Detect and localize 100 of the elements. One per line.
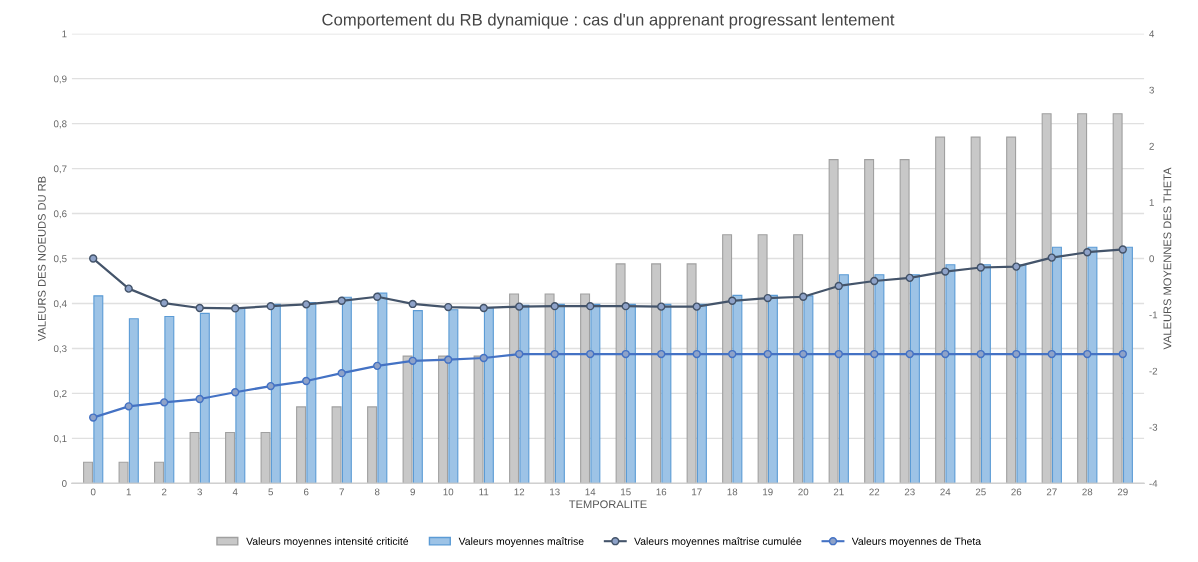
x-tick-label: 28 <box>1082 488 1093 496</box>
x-tick-label: 16 <box>656 488 667 496</box>
x-tick-label: 9 <box>410 488 415 496</box>
y2-tick-label: 1 <box>1149 199 1154 206</box>
point <box>657 302 666 311</box>
x-tick-label: 12 <box>514 488 525 496</box>
y-tick-label: 0,3 <box>53 345 67 354</box>
point <box>1047 349 1056 359</box>
point <box>160 298 169 308</box>
x-tick-label: 25 <box>975 488 986 496</box>
x-tick-label: 18 <box>727 488 738 496</box>
x-tick-label: 27 <box>1046 488 1057 496</box>
point <box>621 349 630 359</box>
point <box>1083 248 1092 257</box>
x-tick-label: 2 <box>161 488 167 496</box>
bar <box>874 274 885 484</box>
point <box>1083 349 1092 359</box>
bar <box>767 294 778 484</box>
bar <box>661 303 672 484</box>
point <box>728 296 737 305</box>
x-tick-label: 13 <box>550 488 560 496</box>
bar <box>93 295 104 484</box>
y2-tick-label: -1 <box>1149 311 1158 319</box>
x-tick-label: 8 <box>374 488 380 496</box>
point <box>1118 245 1127 254</box>
point <box>763 293 772 303</box>
y-tick-label: 0,6 <box>53 210 67 219</box>
legend-label: Valeurs moyennes intensité criticité <box>246 537 409 548</box>
x-tick-label: 19 <box>763 488 773 496</box>
point <box>799 349 808 359</box>
point <box>337 369 346 378</box>
y2-axis-title: VALEURS MOYENNES DES THETA <box>1163 167 1172 350</box>
point <box>515 302 524 311</box>
point <box>195 303 204 313</box>
y2-tick-label: -4 <box>1149 480 1158 487</box>
bar <box>590 303 601 484</box>
point <box>692 349 701 359</box>
x-tick-label: 24 <box>940 488 951 496</box>
point <box>479 353 488 363</box>
bar <box>448 309 459 484</box>
bar <box>1122 246 1133 484</box>
point <box>1012 349 1021 359</box>
point <box>479 303 488 313</box>
x-tick-label: 20 <box>798 488 809 496</box>
point <box>302 300 311 309</box>
bar <box>1016 264 1027 484</box>
y-tick-label: 0,1 <box>53 435 67 444</box>
bar <box>803 295 814 484</box>
y-tick-label: 0,4 <box>53 300 67 309</box>
point <box>1047 253 1056 262</box>
x-tick-label: 1 <box>126 488 131 496</box>
point <box>692 302 701 311</box>
point <box>586 302 595 311</box>
y-tick-label: 0,8 <box>53 120 67 129</box>
legend-label: Valeurs moyennes maîtrise cumulée <box>634 537 802 548</box>
bar <box>412 310 423 484</box>
bar <box>128 318 139 484</box>
bar <box>306 302 317 484</box>
bar <box>732 294 743 484</box>
y2-tick-label: 4 <box>1149 30 1155 38</box>
point <box>1012 262 1021 271</box>
x-tick-label: 22 <box>869 488 880 496</box>
bar <box>377 292 388 484</box>
bar <box>625 303 636 484</box>
point <box>550 302 559 311</box>
chart-title: Comportement du RB dynamique : cas d'un apprenant progressant lentement <box>322 13 895 29</box>
y-axis-title: VALEURS DES NOEUDS DU RB <box>37 176 46 342</box>
y-tick-label: 1 <box>62 30 67 38</box>
point <box>231 388 240 397</box>
point <box>124 284 133 293</box>
bar <box>980 264 991 484</box>
point <box>89 254 98 263</box>
point <box>763 349 772 359</box>
point <box>444 355 453 364</box>
y2-tick-label: -3 <box>1149 423 1158 431</box>
bar <box>199 312 210 484</box>
bar <box>341 296 352 484</box>
point <box>302 376 311 386</box>
point <box>160 398 169 407</box>
point <box>231 304 240 313</box>
bar <box>945 264 956 484</box>
x-tick-label: 7 <box>339 488 344 496</box>
y2-tick-label: 2 <box>1149 142 1154 150</box>
point <box>1118 349 1127 359</box>
x-tick-label: 29 <box>1117 488 1128 496</box>
y-tick-label: 0,5 <box>53 255 67 264</box>
point <box>266 381 275 391</box>
bar <box>909 274 920 484</box>
x-tick-label: 6 <box>303 488 309 496</box>
y-tick-label: 0,9 <box>53 75 67 84</box>
point <box>586 349 595 359</box>
x-tick-label: 14 <box>585 488 596 496</box>
point <box>266 302 275 311</box>
x-tick-label: 21 <box>833 488 844 496</box>
y-tick-label: 0,7 <box>53 165 67 174</box>
point <box>834 349 843 359</box>
bar <box>554 303 565 484</box>
x-tick-label: 10 <box>443 488 454 496</box>
point <box>728 349 737 359</box>
point <box>515 349 524 359</box>
